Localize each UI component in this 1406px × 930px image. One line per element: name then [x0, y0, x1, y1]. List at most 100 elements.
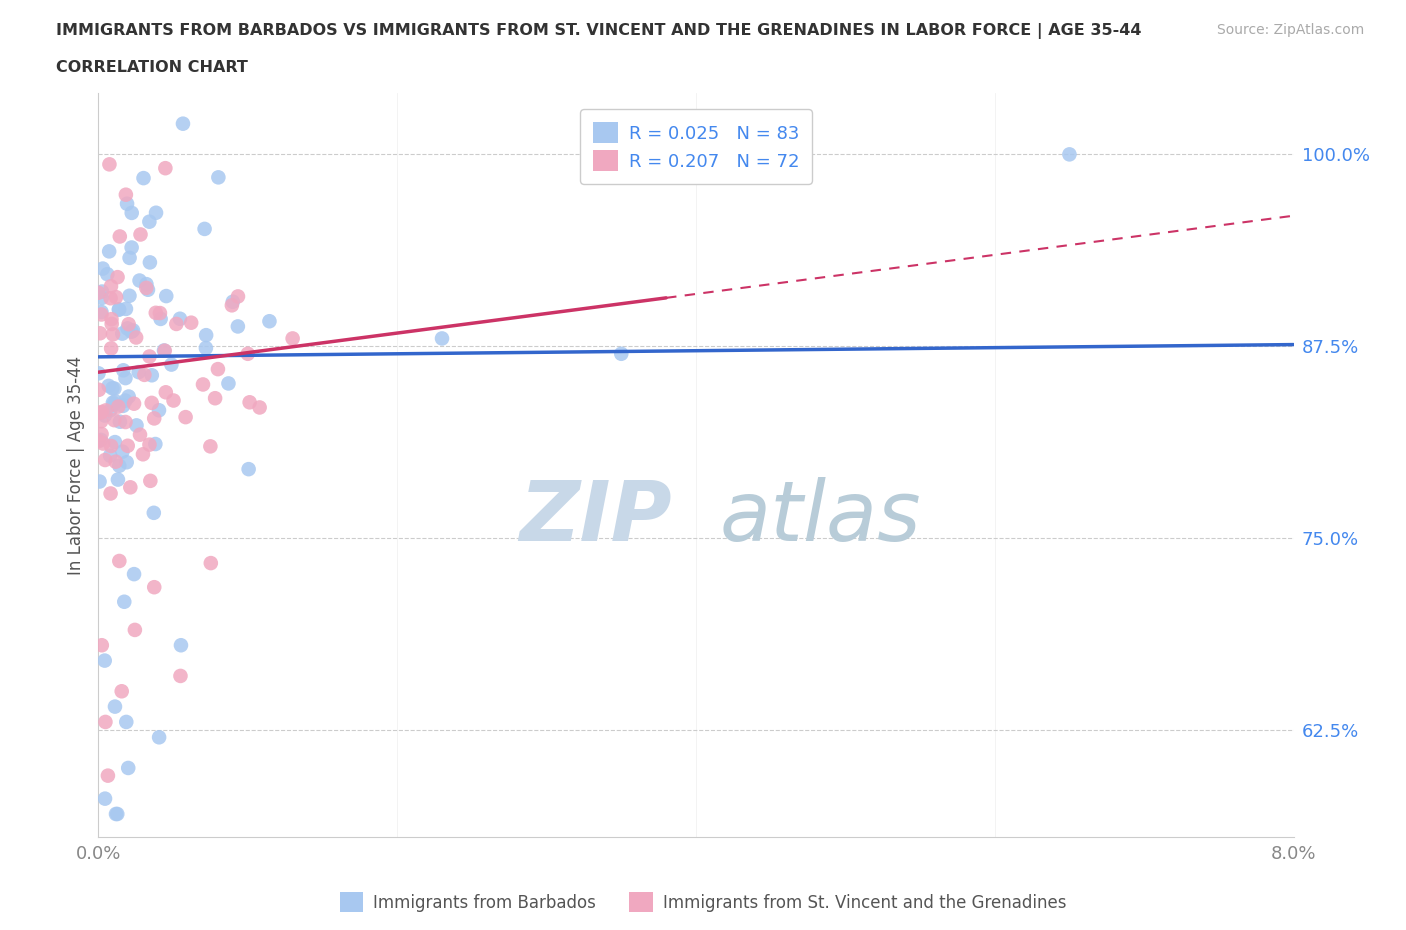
Point [136, 283, 159, 298]
Point [610, 346, 633, 361]
Point [100, 341, 122, 356]
Point [108, 458, 131, 473]
Point [91, 436, 114, 451]
Point [100, 403, 122, 418]
Point [115, 301, 138, 316]
Point [89, 326, 111, 340]
Point [145, 305, 167, 320]
Point [98, 448, 121, 463]
Point [194, 340, 217, 355]
Point [90, 307, 112, 322]
Point [155, 385, 177, 400]
Point [108, 302, 131, 317]
Point [105, 290, 128, 305]
Point [90, 427, 112, 442]
Point [105, 806, 128, 821]
Point [162, 393, 184, 408]
Point [142, 505, 165, 520]
Point [207, 170, 229, 185]
Point [90, 304, 112, 319]
Point [165, 316, 187, 331]
Point [169, 669, 191, 684]
Point [100, 312, 122, 326]
Point [134, 367, 156, 382]
Point [160, 357, 183, 372]
Point [112, 594, 135, 609]
Point [180, 315, 202, 330]
Point [97, 768, 120, 783]
Text: Source: ZipAtlas.com: Source: ZipAtlas.com [1216, 23, 1364, 37]
Point [174, 410, 197, 425]
Point [97, 379, 120, 393]
Point [222, 294, 245, 309]
Point [118, 250, 141, 265]
Point [94, 403, 117, 418]
Point [117, 438, 139, 453]
Point [195, 327, 218, 342]
Point [111, 445, 134, 459]
Point [117, 321, 139, 336]
Point [170, 638, 193, 653]
Point [108, 553, 131, 568]
Point [94, 453, 117, 468]
Point [107, 399, 129, 414]
Point [128, 273, 150, 288]
Point [138, 437, 160, 452]
Point [143, 579, 166, 594]
Point [194, 221, 217, 236]
Point [249, 400, 271, 415]
Point [100, 279, 122, 294]
Point [87, 382, 110, 397]
Point [114, 393, 136, 408]
Point [143, 436, 166, 451]
Point [104, 454, 127, 469]
Point [238, 461, 260, 476]
Point [91, 405, 114, 419]
Text: IMMIGRANTS FROM BARBADOS VS IMMIGRANTS FROM ST. VINCENT AND THE GRENADINES IN LA: IMMIGRANTS FROM BARBADOS VS IMMIGRANTS F… [56, 23, 1142, 39]
Point [125, 418, 148, 432]
Point [1059, 147, 1081, 162]
Point [94, 714, 117, 729]
Point [103, 397, 125, 412]
Point [204, 391, 226, 405]
Point [90, 432, 112, 447]
Point [94, 791, 117, 806]
Point [138, 349, 160, 364]
Point [200, 439, 222, 454]
Point [111, 684, 134, 698]
Point [132, 171, 155, 186]
Point [87, 365, 110, 380]
Point [94, 408, 117, 423]
Point [259, 313, 281, 328]
Point [87, 433, 110, 448]
Point [90, 290, 112, 305]
Point [169, 312, 191, 326]
Text: atlas: atlas [720, 476, 921, 558]
Point [100, 291, 122, 306]
Point [155, 288, 177, 303]
Point [96, 267, 118, 282]
Point [115, 455, 138, 470]
Point [87, 286, 110, 300]
Point [115, 714, 138, 729]
Text: CORRELATION CHART: CORRELATION CHART [56, 60, 247, 75]
Point [135, 277, 157, 292]
Point [104, 394, 127, 409]
Point [132, 446, 155, 461]
Point [122, 566, 145, 581]
Point [200, 555, 222, 570]
Point [138, 214, 160, 229]
Point [117, 761, 139, 776]
Point [104, 699, 127, 714]
Point [91, 261, 114, 276]
Point [118, 317, 141, 332]
Point [155, 161, 177, 176]
Point [89, 474, 111, 489]
Point [153, 343, 176, 358]
Point [108, 229, 131, 244]
Point [107, 270, 129, 285]
Legend: Immigrants from Barbados, Immigrants from St. Vincent and the Grenadines: Immigrants from Barbados, Immigrants fro… [333, 885, 1073, 919]
Point [236, 346, 259, 361]
Point [98, 157, 121, 172]
Point [207, 362, 229, 377]
